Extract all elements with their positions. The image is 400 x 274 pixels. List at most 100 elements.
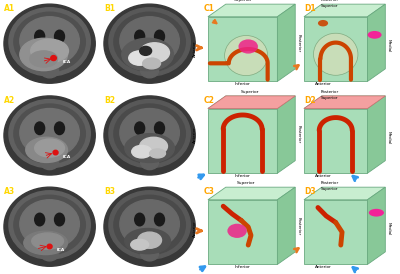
Text: Superior: Superior bbox=[234, 0, 252, 2]
Polygon shape bbox=[208, 4, 295, 17]
Text: D3: D3 bbox=[304, 187, 316, 196]
Text: B2: B2 bbox=[104, 96, 115, 105]
Ellipse shape bbox=[154, 122, 164, 135]
Ellipse shape bbox=[31, 39, 68, 62]
Ellipse shape bbox=[120, 109, 179, 157]
Ellipse shape bbox=[54, 213, 64, 226]
Ellipse shape bbox=[114, 104, 185, 163]
Ellipse shape bbox=[368, 31, 382, 39]
Polygon shape bbox=[277, 4, 295, 81]
Ellipse shape bbox=[318, 20, 328, 26]
Ellipse shape bbox=[238, 39, 258, 54]
Text: Anterior: Anterior bbox=[193, 221, 197, 237]
Bar bbox=[304, 200, 368, 264]
Text: Posterior: Posterior bbox=[320, 0, 338, 2]
Ellipse shape bbox=[135, 213, 145, 226]
Ellipse shape bbox=[140, 46, 152, 55]
Ellipse shape bbox=[9, 191, 90, 259]
Ellipse shape bbox=[26, 137, 68, 162]
Ellipse shape bbox=[154, 30, 164, 43]
Text: Medial: Medial bbox=[386, 39, 390, 53]
Ellipse shape bbox=[14, 195, 85, 255]
Text: ICA: ICA bbox=[62, 61, 71, 64]
Text: D1: D1 bbox=[304, 4, 316, 13]
Polygon shape bbox=[208, 96, 295, 109]
Text: C3: C3 bbox=[204, 187, 215, 196]
Text: C1: C1 bbox=[204, 4, 215, 13]
Text: Inferior: Inferior bbox=[235, 174, 250, 178]
Ellipse shape bbox=[41, 247, 58, 261]
Text: Medial: Medial bbox=[386, 222, 390, 236]
Ellipse shape bbox=[120, 17, 179, 65]
Ellipse shape bbox=[141, 64, 158, 78]
Text: Anterior: Anterior bbox=[193, 41, 197, 58]
Text: Superior: Superior bbox=[321, 96, 338, 99]
Ellipse shape bbox=[54, 122, 64, 135]
Bar bbox=[208, 200, 277, 264]
Text: Medial: Medial bbox=[386, 131, 390, 144]
Ellipse shape bbox=[140, 43, 170, 62]
Polygon shape bbox=[304, 96, 385, 109]
Ellipse shape bbox=[141, 247, 158, 261]
Ellipse shape bbox=[114, 195, 185, 255]
Polygon shape bbox=[368, 4, 385, 81]
Polygon shape bbox=[368, 187, 385, 264]
Polygon shape bbox=[208, 96, 295, 109]
Text: Anterior: Anterior bbox=[315, 82, 331, 86]
Ellipse shape bbox=[4, 187, 95, 266]
Text: Superior: Superior bbox=[321, 4, 338, 8]
Ellipse shape bbox=[35, 122, 45, 135]
Polygon shape bbox=[277, 187, 295, 264]
Text: ICA: ICA bbox=[62, 155, 71, 159]
Ellipse shape bbox=[20, 200, 79, 248]
Ellipse shape bbox=[104, 4, 195, 83]
Circle shape bbox=[51, 56, 56, 61]
Ellipse shape bbox=[104, 96, 195, 175]
Polygon shape bbox=[304, 4, 385, 17]
Polygon shape bbox=[304, 96, 385, 109]
Text: Posterior: Posterior bbox=[296, 34, 300, 52]
Text: Superior: Superior bbox=[237, 181, 255, 185]
Ellipse shape bbox=[41, 64, 58, 78]
Ellipse shape bbox=[4, 96, 95, 175]
Text: Inferior: Inferior bbox=[235, 82, 250, 86]
Ellipse shape bbox=[314, 33, 358, 75]
Ellipse shape bbox=[109, 99, 190, 168]
Text: D2: D2 bbox=[304, 96, 316, 105]
Ellipse shape bbox=[150, 149, 166, 158]
Ellipse shape bbox=[138, 232, 162, 248]
Ellipse shape bbox=[35, 139, 64, 157]
Circle shape bbox=[53, 150, 58, 155]
Text: ICA: ICA bbox=[56, 248, 65, 252]
Ellipse shape bbox=[131, 239, 149, 250]
Ellipse shape bbox=[24, 231, 68, 255]
Ellipse shape bbox=[20, 17, 79, 65]
Ellipse shape bbox=[4, 4, 95, 83]
Text: Superior: Superior bbox=[240, 90, 259, 94]
Ellipse shape bbox=[30, 51, 58, 67]
Ellipse shape bbox=[227, 224, 247, 238]
Ellipse shape bbox=[54, 30, 64, 43]
Ellipse shape bbox=[32, 233, 64, 249]
Ellipse shape bbox=[14, 104, 85, 163]
Ellipse shape bbox=[154, 213, 164, 226]
Ellipse shape bbox=[20, 109, 79, 157]
Ellipse shape bbox=[114, 12, 185, 72]
Text: Posterior: Posterior bbox=[296, 217, 300, 235]
Ellipse shape bbox=[120, 200, 179, 248]
Ellipse shape bbox=[109, 191, 190, 259]
Ellipse shape bbox=[9, 8, 90, 76]
Ellipse shape bbox=[14, 12, 85, 72]
Circle shape bbox=[47, 244, 52, 249]
Ellipse shape bbox=[225, 36, 268, 76]
Bar bbox=[304, 17, 368, 81]
Polygon shape bbox=[208, 187, 295, 200]
Text: A3: A3 bbox=[4, 187, 15, 196]
Text: A1: A1 bbox=[4, 4, 15, 13]
Text: Posterior: Posterior bbox=[320, 90, 338, 94]
Text: Anterior: Anterior bbox=[193, 126, 197, 143]
Ellipse shape bbox=[369, 209, 384, 216]
Ellipse shape bbox=[35, 213, 45, 226]
Text: B1: B1 bbox=[104, 4, 115, 13]
Text: Superior: Superior bbox=[321, 187, 338, 191]
